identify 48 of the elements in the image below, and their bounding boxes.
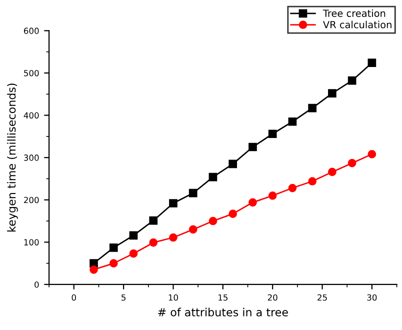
x-tick-label: 15 xyxy=(218,294,228,301)
point xyxy=(228,210,238,218)
point xyxy=(109,259,118,268)
point xyxy=(129,231,138,240)
point xyxy=(268,130,277,138)
y-tick-label: 400 xyxy=(24,112,39,119)
legend-label: Tree creation xyxy=(322,9,386,17)
point xyxy=(348,158,356,168)
y-tick-label: 600 xyxy=(24,28,39,34)
x-tick-label: 5 xyxy=(122,294,126,301)
point xyxy=(308,177,316,186)
point xyxy=(149,238,158,247)
x-tick-label: 30 xyxy=(367,294,377,301)
point xyxy=(368,58,376,67)
point xyxy=(228,160,238,168)
point xyxy=(149,216,158,225)
point xyxy=(169,233,178,242)
point xyxy=(90,265,98,274)
point xyxy=(188,188,198,198)
y-tick-label: 500 xyxy=(24,70,39,76)
point xyxy=(308,104,316,112)
x-tick-label: 10 xyxy=(168,294,178,301)
y-axis-title: keygen time (milliseconds) xyxy=(7,84,18,232)
x-tick-label: 20 xyxy=(268,294,278,301)
point xyxy=(109,243,118,252)
point xyxy=(248,142,257,152)
point xyxy=(288,184,297,192)
point xyxy=(208,216,218,226)
point xyxy=(288,117,297,126)
x-tick-label: 0 xyxy=(72,294,76,301)
point xyxy=(129,249,138,258)
point xyxy=(348,76,356,85)
point xyxy=(188,225,198,234)
point xyxy=(368,150,376,158)
legend-label: VR calculation xyxy=(323,20,392,28)
y-tick-label: 100 xyxy=(24,239,39,246)
point xyxy=(248,198,257,207)
y-tick-label: 0 xyxy=(34,281,39,288)
point xyxy=(169,199,178,208)
point xyxy=(328,168,336,176)
y-tick-label: 200 xyxy=(24,196,39,204)
x-tick-label: 25 xyxy=(318,294,327,301)
y-tick-label: 300 xyxy=(24,154,39,161)
x-axis-title: # of attributes in a tree xyxy=(158,308,288,316)
point xyxy=(328,89,336,98)
point xyxy=(90,259,98,268)
point xyxy=(268,191,277,200)
point xyxy=(208,172,218,182)
